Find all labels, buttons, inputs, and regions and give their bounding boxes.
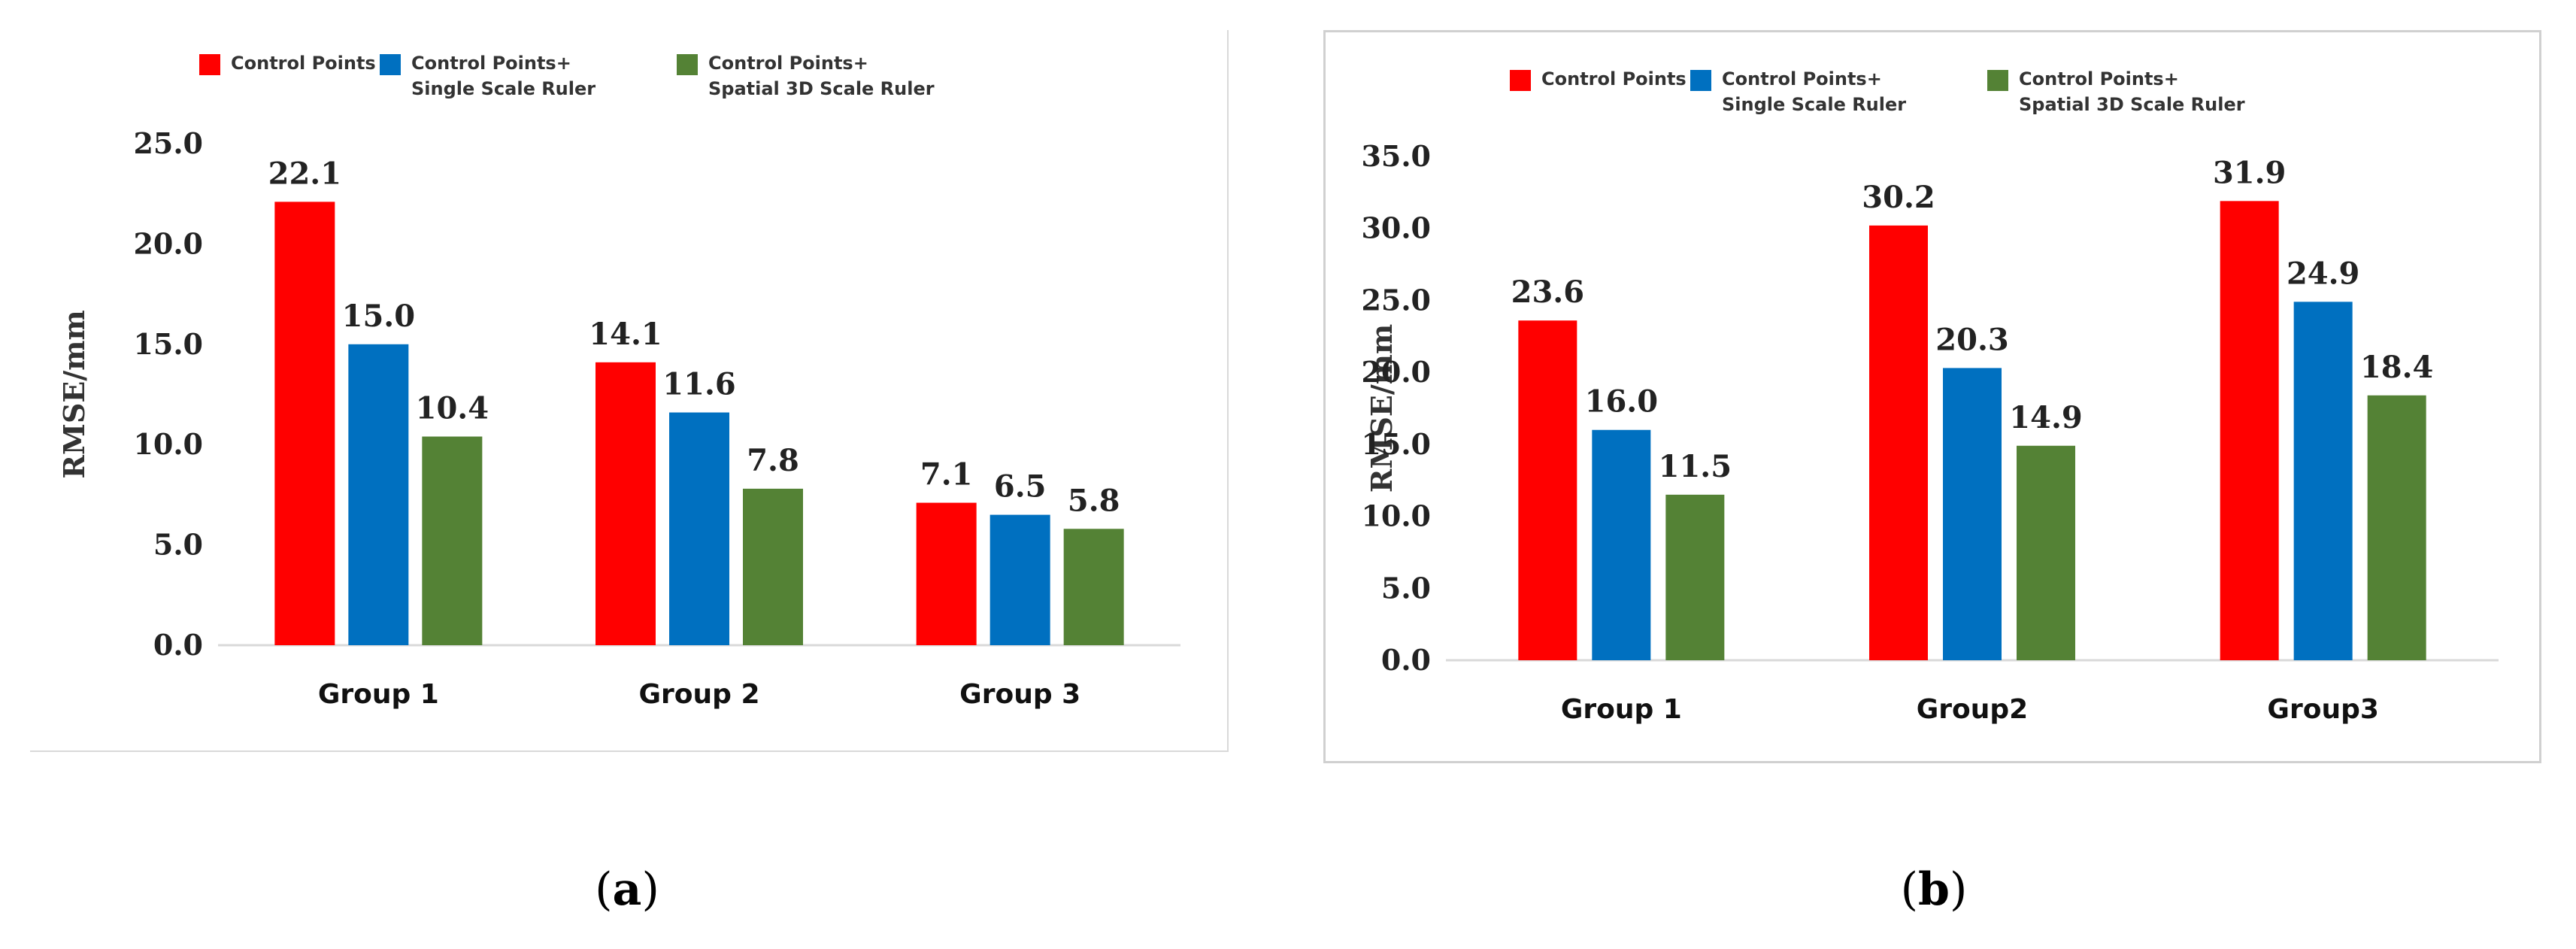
bar — [2293, 302, 2353, 660]
x-tick-label: Group 1 — [1561, 694, 1682, 725]
data-label: 11.6 — [662, 367, 735, 402]
legend-swatch — [199, 54, 220, 75]
y-tick-label: 25.0 — [133, 126, 203, 160]
bar — [1518, 320, 1577, 660]
y-tick-label: 10.0 — [133, 427, 203, 461]
legend-label: Spatial 3D Scale Ruler — [708, 78, 935, 99]
x-tick-label: Group 1 — [318, 679, 439, 710]
y-tick-label: 5.0 — [153, 528, 203, 562]
chart-panel-b: Control Points Control Points+ Single Scal… — [1323, 30, 2541, 763]
y-tick-label: 10.0 — [1361, 499, 1431, 533]
legend-item: Control Points — [1510, 68, 1687, 91]
y-tick-label: 15.0 — [1361, 427, 1431, 461]
bar — [596, 362, 656, 645]
data-label: 7.8 — [747, 443, 799, 478]
data-label: 20.3 — [1935, 322, 2008, 357]
bar — [1063, 529, 1124, 645]
legend-label: Control Points+ — [411, 53, 571, 74]
legend-item: Control Points — [199, 53, 376, 75]
data-label: 16.0 — [1585, 384, 1658, 420]
legend-swatch — [380, 54, 401, 75]
data-label: 15.0 — [342, 299, 415, 334]
caption-a: (a) — [595, 863, 659, 916]
x-tick-label: Group2 — [1917, 694, 2028, 725]
y-tick-label: 15.0 — [133, 327, 203, 361]
legend-swatch — [677, 54, 698, 75]
bar — [1869, 225, 1928, 660]
data-label: 31.9 — [2213, 155, 2286, 190]
bar — [2367, 395, 2426, 660]
caption-b: (b) — [1900, 863, 1968, 916]
y-tick-label: 0.0 — [153, 628, 203, 662]
legend-swatch — [1987, 70, 2008, 91]
legend-label: Single Scale Ruler — [1722, 94, 1906, 115]
y-axis-label: RMSE/mm — [1365, 324, 1399, 493]
bar — [989, 514, 1050, 645]
y-tick-label: 5.0 — [1381, 571, 1431, 605]
y-tick-label: 20.0 — [133, 226, 203, 260]
bar-chart-0: Control Points Control Points+ Single Scal… — [57, 53, 1180, 710]
y-tick-label: 20.0 — [1361, 355, 1431, 389]
y-tick-label: 30.0 — [1361, 211, 1431, 245]
x-tick-label: Group 2 — [638, 679, 759, 710]
legend-label: Spatial 3D Scale Ruler — [2019, 94, 2245, 115]
legend-label: Control Points+ — [708, 53, 868, 74]
y-tick-label: 0.0 — [1381, 643, 1431, 677]
data-label: 14.1 — [589, 317, 662, 352]
data-label: 6.5 — [994, 469, 1047, 505]
data-label: 11.5 — [1659, 449, 1732, 484]
data-label: 14.9 — [2009, 400, 2082, 435]
bar — [1943, 368, 2002, 660]
data-label: 30.2 — [1862, 180, 1935, 215]
legend-label: Control Points — [231, 53, 376, 74]
bar — [422, 436, 483, 645]
y-tick-label: 35.0 — [1361, 139, 1431, 173]
legend-item: Control Points+ Single Scale Ruler — [1690, 68, 1906, 115]
data-label: 18.4 — [2360, 350, 2433, 385]
legend-label: Single Scale Ruler — [411, 78, 596, 99]
bar-chart-1: Control Points Control Points+ Single Scal… — [1361, 68, 2499, 725]
data-label: 22.1 — [268, 156, 341, 191]
legend-label: Control Points — [1541, 68, 1687, 89]
y-tick-label: 25.0 — [1361, 283, 1431, 317]
x-tick-label: Group3 — [2267, 694, 2378, 725]
data-label: 7.1 — [920, 457, 973, 493]
bar — [2220, 201, 2279, 660]
y-axis-label: RMSE/mm — [57, 310, 91, 478]
legend-item: Control Points+ Spatial 3D Scale Ruler — [677, 53, 935, 99]
legend-label: Control Points+ — [1722, 68, 1882, 89]
bar — [1665, 494, 1725, 660]
legend-swatch — [1690, 70, 1711, 91]
legend-item: Control Points+ Single Scale Ruler — [380, 53, 596, 99]
bar — [669, 412, 729, 645]
x-tick-label: Group 3 — [959, 679, 1080, 710]
bar — [743, 488, 803, 645]
legend-item: Control Points+ Spatial 3D Scale Ruler — [1987, 68, 2245, 115]
data-label: 5.8 — [1068, 483, 1120, 518]
chart-panel-a: Control Points Control Points+ Single Scal… — [30, 30, 1229, 752]
data-label: 23.6 — [1511, 274, 1584, 310]
bar — [274, 202, 335, 645]
bar — [1592, 429, 1651, 660]
bar — [348, 344, 409, 645]
data-label: 10.4 — [416, 391, 489, 426]
data-label: 24.9 — [2287, 256, 2359, 291]
legend-label: Control Points+ — [2019, 68, 2179, 89]
legend-swatch — [1510, 70, 1531, 91]
bar — [2017, 445, 2075, 660]
bar — [916, 502, 977, 645]
